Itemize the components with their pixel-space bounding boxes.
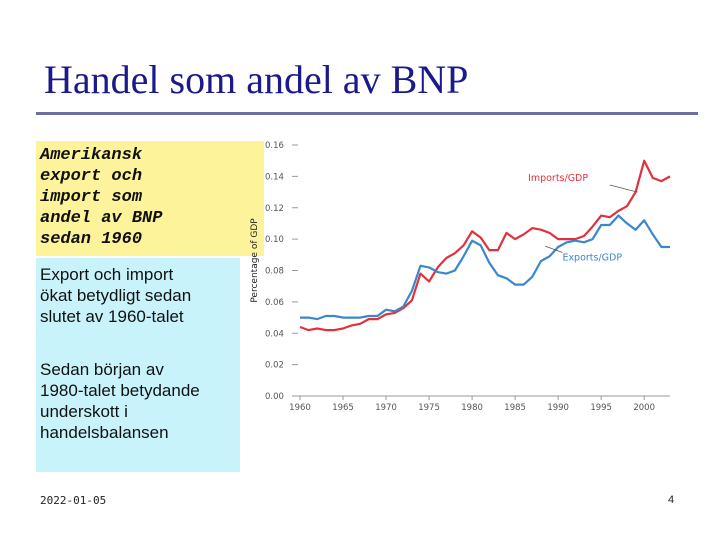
bullet-text: Sedan början av 1980-talet betydande und… [40, 360, 200, 442]
page-number: 4 [668, 494, 675, 506]
bullet-box: Export och import ökat betydligt sedan s… [36, 258, 240, 472]
y-tick-label: 0.10 [265, 235, 284, 245]
bullet-text: Export och import ökat betydligt sedan s… [40, 265, 192, 326]
series-line-exports [300, 214, 670, 321]
series-label-imports: Imports/GDP [528, 173, 588, 184]
x-tick-label: 1960 [289, 403, 311, 413]
x-tick-label: 2000 [633, 403, 655, 413]
chart-svg: 0.00 0.02 0.04 0.06 0.08 0.10 0.12 0.14 0.16 1960… [250, 141, 671, 413]
highlight-box: Amerikansk export och import som andel a… [36, 141, 264, 256]
imports-leader-line [609, 184, 638, 193]
x-tick-label: 1970 [375, 403, 397, 413]
x-tick-label: 1995 [590, 403, 612, 413]
y-tick-label: 0.08 [265, 267, 284, 277]
x-tick-label: 1985 [504, 403, 526, 413]
slide-title: Handel som andel av BNP [44, 57, 469, 102]
y-axis-label: Percentage of GDP [250, 218, 260, 303]
footer-date: 2022-01-05 [40, 494, 107, 507]
series-line-imports [299, 159, 671, 332]
y-tick-label: 0.14 [265, 172, 284, 182]
x-tick-label: 1990 [547, 403, 569, 413]
series-label-exports: Exports/GDP [562, 252, 622, 263]
y-tick-label: 0.12 [265, 204, 284, 214]
x-tick-label: 1980 [461, 403, 483, 413]
x-tick-label: 1975 [418, 403, 440, 413]
exports-leader-line [545, 245, 563, 253]
y-tick-label: 0.16 [265, 141, 284, 151]
highlight-text: Amerikansk export och import som andel a… [40, 146, 163, 249]
y-tick-label: 0.00 [265, 392, 284, 402]
y-tick-label: 0.06 [265, 298, 284, 308]
y-tick-label: 0.02 [265, 361, 284, 371]
x-tick-label: 1965 [332, 403, 354, 413]
title-divider [36, 112, 698, 115]
y-tick-label: 0.04 [265, 329, 284, 339]
trade-chart: 0.00 0.02 0.04 0.06 0.08 0.10 0.12 0.14 0.16 1960… [240, 135, 680, 425]
